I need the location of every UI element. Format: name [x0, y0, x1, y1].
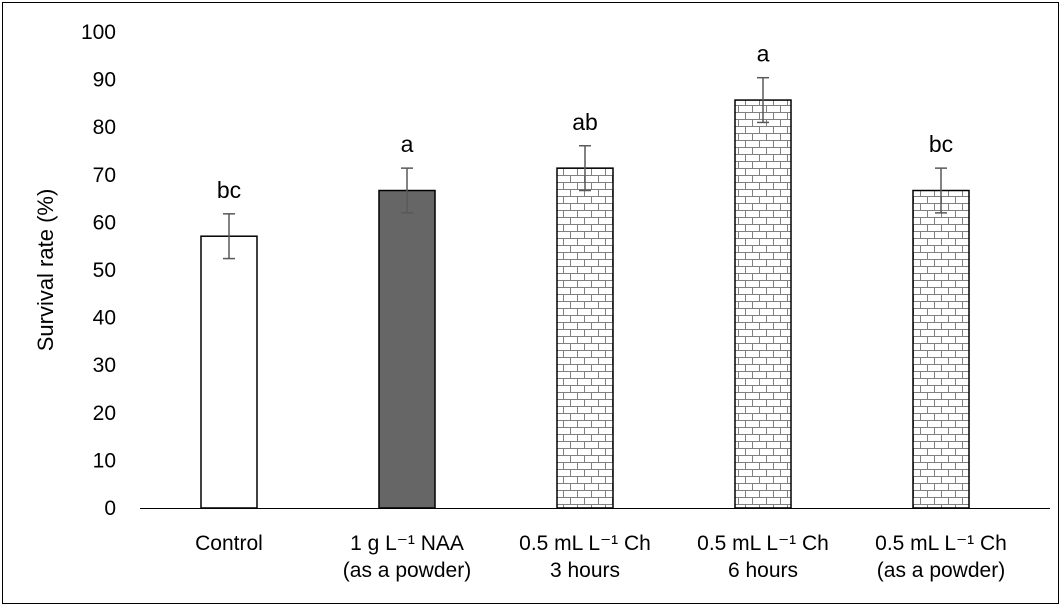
- error-bar: [579, 145, 591, 192]
- y-tick-label: 20: [93, 402, 116, 425]
- bar: [200, 235, 258, 509]
- y-tick-label: 0: [104, 497, 116, 520]
- category-label: Control: [195, 532, 263, 555]
- error-bar: [401, 167, 413, 214]
- category-labels: Control 1 g L⁻¹ NAA (as a powder) 0.5 mL L⁻…: [195, 532, 1007, 582]
- y-tick-label: 50: [93, 259, 116, 282]
- category-label: (as a powder): [343, 559, 471, 582]
- significance-labels: bc a ab a bc: [217, 41, 953, 203]
- y-tick-label: 70: [93, 164, 116, 187]
- category-label: (as a powder): [877, 559, 1005, 582]
- category-label: 6 hours: [728, 559, 798, 582]
- y-tick-label: 30: [93, 354, 116, 377]
- significance-label: bc: [929, 131, 953, 157]
- y-tick-label: 80: [93, 116, 116, 139]
- y-tick-label: 40: [93, 307, 116, 330]
- error-bar: [757, 76, 769, 124]
- category-label: 3 hours: [550, 559, 620, 582]
- error-bars: [223, 76, 947, 260]
- bar: [912, 189, 970, 509]
- y-tick-label: 90: [93, 69, 116, 92]
- bar: [378, 189, 436, 509]
- bar: [734, 99, 792, 509]
- category-label: 0.5 mL L⁻¹ Ch: [875, 532, 1007, 555]
- y-tick-label: 10: [93, 449, 116, 472]
- y-axis-title: Survival rate (%): [33, 189, 58, 352]
- y-tick-label: 100: [81, 21, 116, 44]
- significance-label: a: [401, 131, 414, 157]
- y-tick-label: 60: [93, 211, 116, 234]
- category-label: 0.5 mL L⁻¹ Ch: [697, 532, 829, 555]
- significance-label: a: [757, 41, 770, 67]
- significance-label: bc: [217, 177, 241, 203]
- error-bar: [935, 167, 947, 214]
- category-label: 0.5 mL L⁻¹ Ch: [519, 532, 651, 555]
- error-bar: [223, 213, 235, 260]
- bar: [556, 167, 614, 509]
- category-label: 1 g L⁻¹ NAA: [350, 532, 464, 555]
- significance-label: ab: [572, 109, 598, 135]
- y-axis: 0 10 20 30 40 50 60 70 80 90 100: [81, 21, 116, 520]
